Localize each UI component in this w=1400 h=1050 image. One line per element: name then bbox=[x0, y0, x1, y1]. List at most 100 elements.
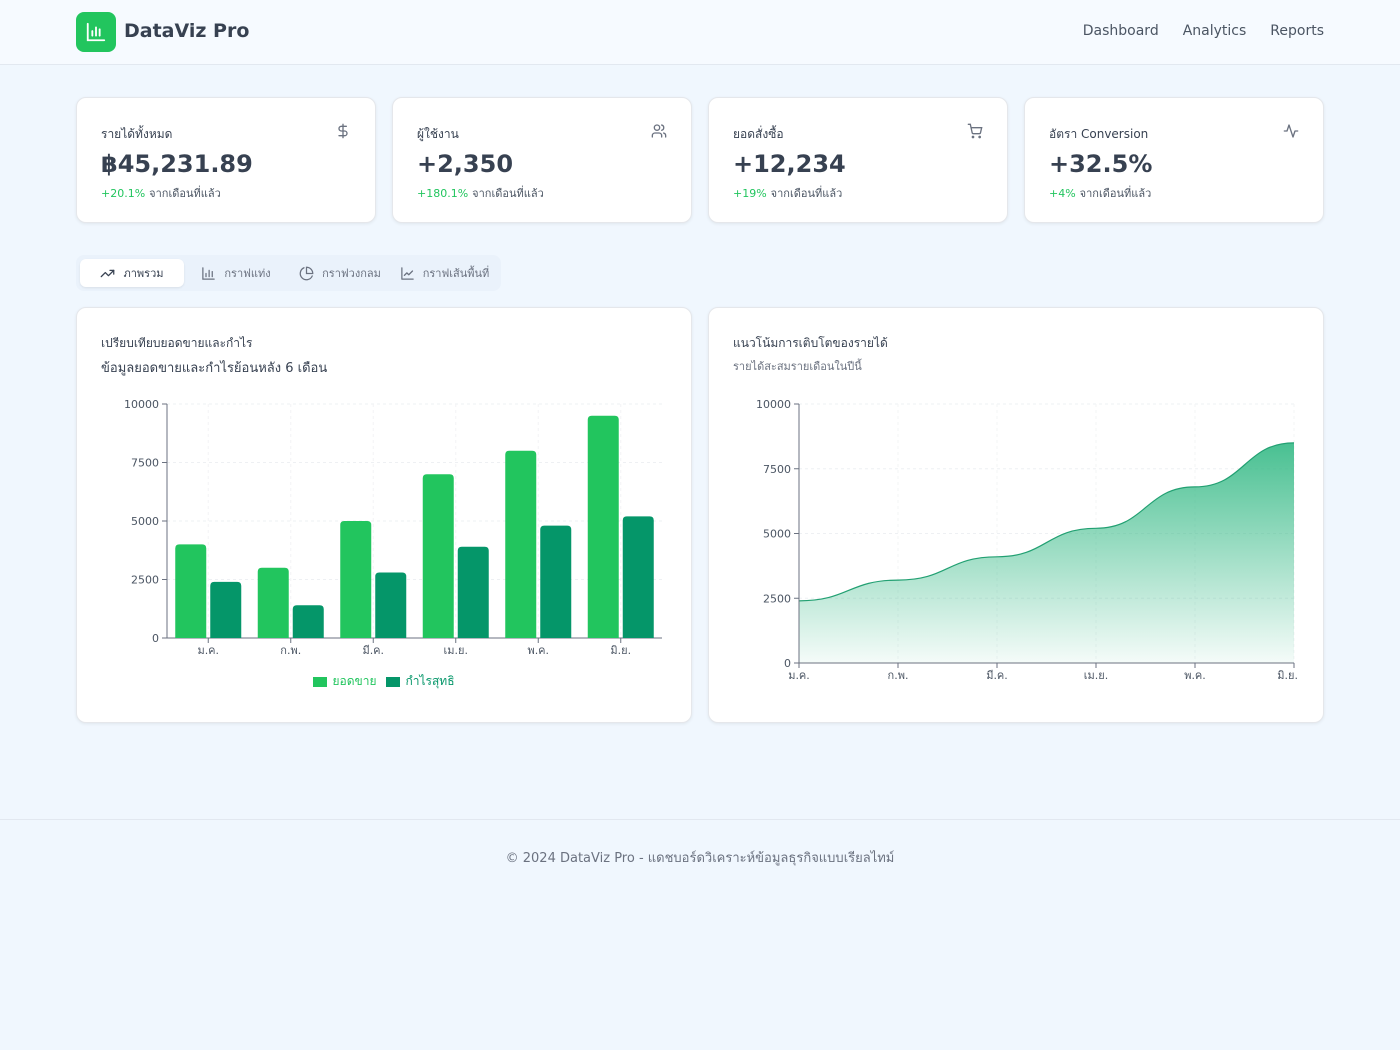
stat-change: +19% จากเดือนที่แล้ว bbox=[733, 184, 842, 202]
x-tick-label: มี.ค. bbox=[986, 669, 1008, 682]
x-tick-label: มี.ค. bbox=[362, 644, 384, 657]
y-tick-label: 0 bbox=[152, 632, 159, 645]
stat-label: ผู้ใช้งาน bbox=[417, 127, 459, 141]
stat-card-orders: ยอดสั่งซื้อ +12,234 +19% จากเดือนที่แล้ว bbox=[708, 97, 1008, 223]
tab-label: กราฟแท่ง bbox=[224, 267, 271, 280]
area-chart-card: แนวโน้มการเติบโตของรายได้ รายได้สะสมรายเ… bbox=[708, 307, 1324, 723]
y-tick-label: 7500 bbox=[131, 457, 159, 470]
x-tick-label: มิ.ย. bbox=[1277, 669, 1298, 682]
stat-value: +2,350 bbox=[417, 150, 514, 178]
bar-profit bbox=[210, 581, 242, 638]
x-tick-label: พ.ค. bbox=[1184, 669, 1206, 682]
tab-label: กราฟเส้นพื้นที่ bbox=[422, 267, 490, 280]
stat-change-percent: +19% bbox=[733, 187, 767, 200]
x-tick-label: ม.ค. bbox=[197, 644, 219, 657]
footer-text: © 2024 DataViz Pro - แดชบอร์ดวิเคราะห์ข้… bbox=[505, 851, 895, 866]
stat-change-note: จากเดือนที่แล้ว bbox=[770, 187, 843, 200]
stat-card-revenue: รายได้ทั้งหมด ฿45,231.89 +20.1% จากเดือนท… bbox=[76, 97, 376, 223]
stat-label: อัตรา Conversion bbox=[1049, 127, 1149, 141]
bar-sales bbox=[175, 544, 207, 638]
y-tick-label: 10000 bbox=[124, 398, 159, 411]
y-tick-label: 10000 bbox=[756, 398, 791, 411]
area-line bbox=[798, 442, 1295, 602]
nav-analytics[interactable]: Analytics bbox=[1182, 23, 1247, 39]
bar-sales bbox=[257, 567, 289, 638]
stat-value: +32.5% bbox=[1049, 150, 1153, 178]
legend-label: ยอดขาย bbox=[332, 674, 377, 688]
tab-pie-chart[interactable]: กราฟวงกลม bbox=[288, 259, 392, 287]
cart-icon bbox=[967, 123, 983, 139]
y-tick-label: 2500 bbox=[131, 574, 159, 587]
bar-profit bbox=[292, 605, 324, 638]
y-tick-label: 5000 bbox=[763, 528, 791, 541]
tab-label: ภาพรวม bbox=[123, 267, 164, 280]
x-tick-label: ก.พ. bbox=[280, 644, 301, 657]
bar-profit bbox=[622, 516, 654, 638]
x-tick-label: พ.ค. bbox=[527, 644, 549, 657]
legend-swatch bbox=[386, 676, 401, 687]
chart-tabs: ภาพรวม กราฟแท่ง กราฟวงกลม กราฟเส้นพื้นที… bbox=[76, 255, 501, 291]
bar-profit bbox=[540, 525, 572, 638]
stat-card-users: ผู้ใช้งาน +2,350 +180.1% จากเดือนที่แล้ว bbox=[392, 97, 692, 223]
pie-chart-icon bbox=[299, 266, 314, 280]
activity-icon bbox=[1283, 124, 1299, 138]
stat-change: +4% จากเดือนที่แล้ว bbox=[1049, 184, 1151, 202]
stat-change-note: จากเดือนที่แล้ว bbox=[149, 187, 221, 200]
legend-item-sales[interactable]: ยอดขาย bbox=[313, 672, 376, 691]
stat-change: +180.1% จากเดือนที่แล้ว bbox=[417, 184, 544, 202]
chart-title: เปรียบเทียบยอดขายและกำไร bbox=[101, 336, 253, 350]
stat-change: +20.1% จากเดือนที่แล้ว bbox=[101, 184, 221, 202]
x-tick-label: เม.ย. bbox=[444, 644, 468, 657]
top-nav: Dashboard Analytics Reports bbox=[1083, 23, 1324, 39]
x-tick-label: ก.พ. bbox=[888, 669, 909, 682]
top-header: DataViz Pro Dashboard Analytics Reports bbox=[0, 0, 1400, 65]
bar-profit bbox=[375, 572, 407, 638]
y-tick-label: 0 bbox=[784, 657, 791, 670]
y-tick-label: 2500 bbox=[763, 592, 791, 605]
bar-chart-card: เปรียบเทียบยอดขายและกำไร ข้อมูลยอดขายและ… bbox=[76, 307, 692, 723]
users-icon bbox=[651, 124, 667, 138]
brand-name[interactable]: DataViz Pro bbox=[124, 20, 250, 42]
legend-swatch bbox=[313, 676, 328, 687]
bar-sales bbox=[422, 474, 454, 638]
nav-dashboard[interactable]: Dashboard bbox=[1082, 23, 1159, 39]
dollar-icon bbox=[338, 123, 348, 139]
chart-legend: ยอดขาย กำไรสุทธิ bbox=[77, 672, 691, 691]
nav-reports[interactable]: Reports bbox=[1270, 23, 1324, 39]
stat-change-percent: +20.1% bbox=[101, 187, 146, 200]
x-tick-label: เม.ย. bbox=[1084, 669, 1108, 682]
stat-change-percent: +180.1% bbox=[417, 187, 469, 200]
stat-change-note: จากเดือนที่แล้ว bbox=[472, 187, 544, 200]
page-footer: © 2024 DataViz Pro - แดชบอร์ดวิเคราะห์ข้… bbox=[0, 819, 1400, 868]
tab-overview[interactable]: ภาพรวม bbox=[80, 259, 184, 287]
logo-icon[interactable] bbox=[76, 12, 116, 52]
x-tick-label: ม.ค. bbox=[788, 669, 810, 682]
stat-label: รายได้ทั้งหมด bbox=[101, 127, 173, 141]
chart-subtitle: รายได้สะสมรายเดือนในปีนี้ bbox=[733, 360, 862, 373]
legend-label: กำไรสุทธิ bbox=[405, 674, 455, 688]
bar-chart-icon bbox=[202, 266, 216, 280]
trending-up-icon bbox=[101, 269, 115, 277]
chart-subtitle: ข้อมูลยอดขายและกำไรย้อนหลัง 6 เดือน bbox=[101, 361, 328, 376]
area-chart: 0 2500 5000 7500 10000 ม.ค. ก.พ. มี.ค. เม.ย. พ.ค.… bbox=[756, 398, 1298, 682]
area-fill bbox=[799, 442, 1294, 663]
stat-value: ฿45,231.89 bbox=[101, 150, 253, 178]
bar-sales bbox=[587, 415, 619, 638]
line-chart-icon bbox=[400, 266, 414, 280]
chart-title: แนวโน้มการเติบโตของรายได้ bbox=[733, 336, 888, 350]
stat-card-conversion: อัตรา Conversion +32.5% +4% จากเดือนที่แล… bbox=[1024, 97, 1324, 223]
stat-change-percent: +4% bbox=[1049, 187, 1076, 200]
stat-label: ยอดสั่งซื้อ bbox=[733, 127, 784, 141]
bar-profit bbox=[457, 546, 489, 638]
legend-item-profit[interactable]: กำไรสุทธิ bbox=[386, 672, 455, 691]
bar-chart: 0 2500 5000 7500 10000 ม.ค. ก.พ. มี.ค. เม.ย. พ.ค.… bbox=[124, 398, 662, 657]
y-tick-label: 5000 bbox=[131, 515, 159, 528]
tab-bar-chart[interactable]: กราฟแท่ง bbox=[184, 259, 288, 287]
bar-sales bbox=[505, 450, 537, 638]
stat-change-note: จากเดือนที่แล้ว bbox=[1079, 187, 1152, 200]
stat-value: +12,234 bbox=[733, 150, 846, 178]
x-tick-label: มิ.ย. bbox=[610, 644, 631, 657]
tab-label: กราฟวงกลม bbox=[322, 267, 381, 280]
tab-area-chart[interactable]: กราฟเส้นพื้นที่ bbox=[392, 259, 497, 287]
y-tick-label: 7500 bbox=[763, 463, 791, 476]
